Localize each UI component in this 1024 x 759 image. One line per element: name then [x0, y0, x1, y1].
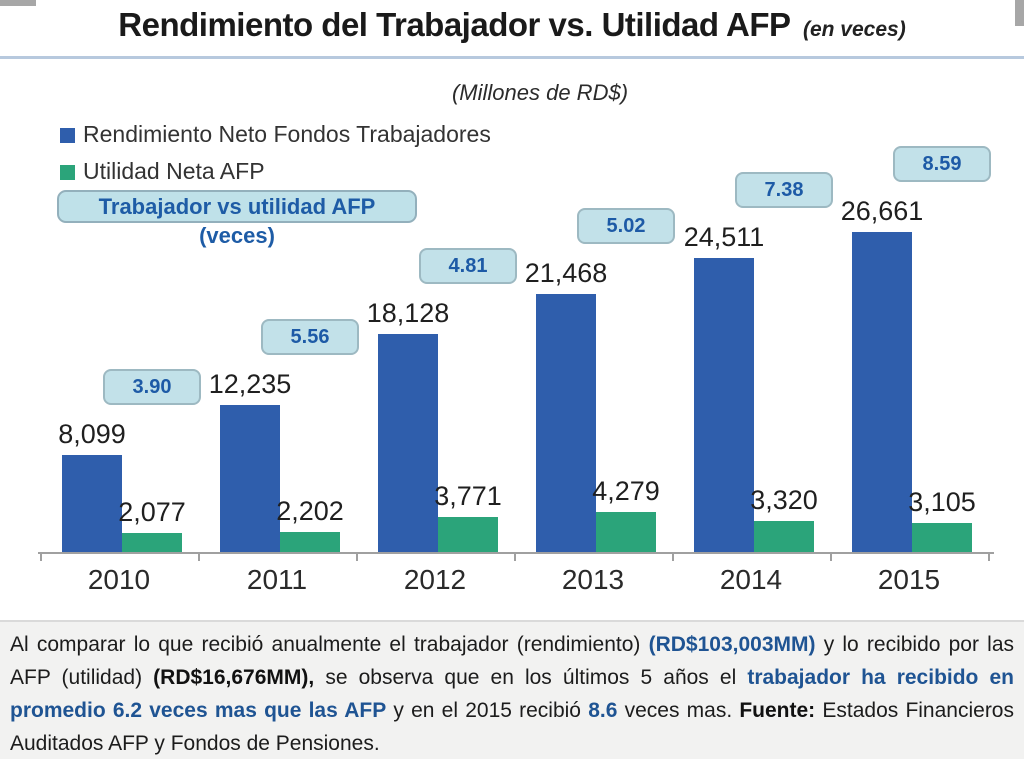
ratio-badge-2014: 7.38 — [735, 172, 833, 208]
footer-paragraph: Al comparar lo que recibió anualmente el… — [10, 628, 1014, 759]
bar-rendimiento-2013 — [536, 294, 596, 552]
axis-tick — [40, 552, 42, 561]
x-axis-line — [38, 552, 994, 554]
bar-value-label-utilidad-2015: 3,105 — [908, 487, 976, 517]
legend-label-utilidad: Utilidad Neta AFP — [83, 158, 265, 184]
bar-rendimiento-2012 — [378, 334, 438, 552]
bar-utilidad-2011 — [280, 532, 340, 552]
x-axis-label-2014: 2014 — [719, 564, 783, 595]
footer-segment: y lo recibido por las AFP (utilidad) — [10, 633, 1014, 689]
bar-value-label-utilidad-2012: 3,771 — [434, 481, 502, 511]
footer-panel: Al comparar lo que recibió anualmente el… — [0, 620, 1024, 759]
legend-label-rendimiento: Rendimiento Neto Fondos Trabajadores — [83, 121, 491, 147]
x-axis-label-2013: 2013 — [561, 564, 625, 595]
bar-value-label-rendimiento-2014: 24,511 — [683, 222, 765, 252]
footer-segment: Al comparar lo que recibió anualmente el… — [10, 633, 649, 656]
footer-segment: veces mas. — [617, 699, 740, 722]
title-divider — [0, 56, 1024, 59]
bar-value-label-utilidad-2013: 4,279 — [592, 476, 660, 506]
bar-utilidad-2015 — [912, 523, 972, 552]
axis-tick — [672, 552, 674, 561]
bar-rendimiento-2015 — [852, 232, 912, 552]
legend-swatch-blue-icon — [60, 128, 75, 143]
bar-value-label-rendimiento-2015: 26,661 — [840, 196, 924, 226]
ratio-badge-2012: 4.81 — [419, 248, 517, 284]
bar-rendimiento-2011 — [220, 405, 280, 552]
x-axis-label-2012: 2012 — [403, 564, 467, 595]
bar-value-label-utilidad-2010: 2,077 — [118, 497, 186, 527]
footer-segment: 8.6 — [588, 699, 618, 722]
footer-segment: y en el 2015 recibió — [386, 699, 589, 722]
ratio-badge-2011: 5.56 — [261, 319, 359, 355]
footer-segment: se observa que en los últimos 5 años el — [314, 666, 748, 689]
bar-value-label-rendimiento-2013: 21,468 — [524, 258, 608, 288]
bar-value-label-utilidad-2011: 2,202 — [276, 496, 344, 526]
footer-segment: Estados Financieros Auditados AFP y Fond… — [10, 699, 1014, 755]
axis-tick — [830, 552, 832, 561]
axis-tick — [356, 552, 358, 561]
ratio-badge-2010: 3.90 — [103, 369, 201, 405]
bar-value-label-rendimiento-2010: 8,099 — [58, 419, 126, 449]
ratio-badge-2013: 5.02 — [577, 208, 675, 244]
bar-utilidad-2010 — [122, 533, 182, 552]
page-title-main: Rendimiento del Trabajador vs. Utilidad … — [118, 6, 791, 43]
axis-tick — [988, 552, 990, 561]
bar-utilidad-2012 — [438, 517, 498, 552]
axis-tick — [514, 552, 516, 561]
footer-segment: (RD$103,003MM) — [648, 633, 816, 656]
footer-segment: Fuente: — [739, 699, 816, 722]
scan-artifact-top-left — [0, 0, 36, 6]
bar-value-label-utilidad-2014: 3,320 — [750, 485, 818, 515]
x-axis-label-2010: 2010 — [87, 564, 151, 595]
bar-rendimiento-2010 — [62, 455, 122, 552]
bar-utilidad-2013 — [596, 512, 656, 552]
x-axis-label-2011: 2011 — [246, 564, 308, 595]
legend-item-utilidad: Utilidad Neta AFP — [60, 158, 265, 184]
chart-subtitle: (Millones de RD$) — [451, 80, 629, 105]
footer-segment: trabajador ha recibido en promedio 6.2 v… — [10, 666, 1014, 722]
footer-segment: (RD$16,676MM), — [153, 666, 315, 689]
bar-rendimiento-2014 — [694, 258, 754, 552]
bar-value-label-rendimiento-2011: 12,235 — [208, 369, 292, 399]
bar-value-label-rendimiento-2012: 18,128 — [366, 298, 450, 328]
scan-artifact-top-right — [1015, 0, 1024, 26]
axis-tick — [198, 552, 200, 561]
legend-item-rendimiento: Rendimiento Neto Fondos Trabajadores — [60, 121, 491, 147]
bar-utilidad-2014 — [754, 521, 814, 552]
x-axis-label-2015: 2015 — [877, 564, 941, 595]
page-title: Rendimiento del Trabajador vs. Utilidad … — [0, 6, 1024, 56]
legend-ratio-badge: Trabajador vs utilidad AFP (veces) — [57, 190, 417, 248]
ratio-badge-2015: 8.59 — [893, 146, 991, 182]
legend-swatch-green-icon — [60, 165, 75, 180]
page-title-suffix: (en veces) — [802, 18, 906, 41]
